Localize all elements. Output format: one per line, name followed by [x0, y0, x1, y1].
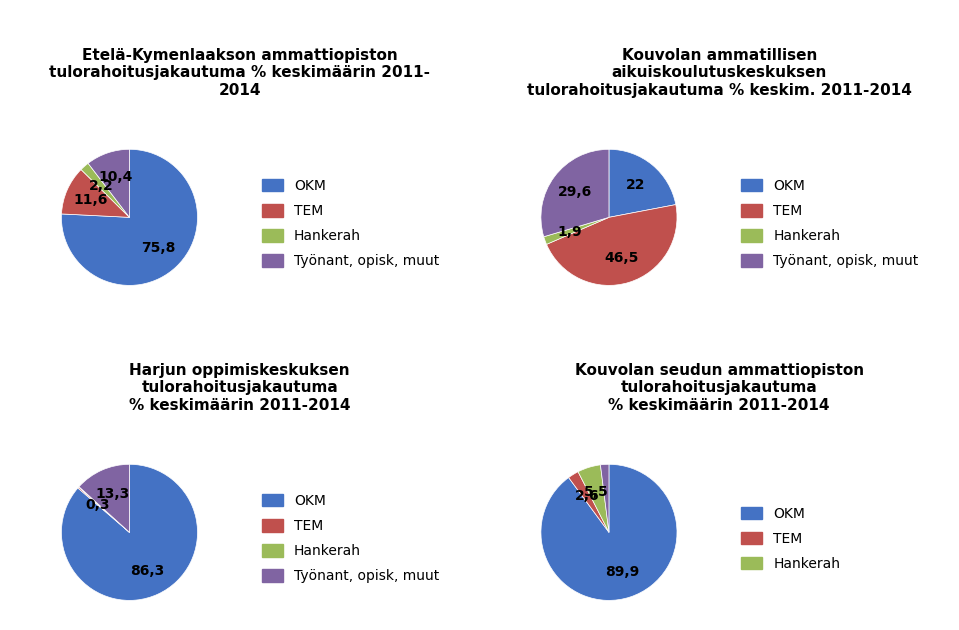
Legend: OKM, TEM, Hankerah, Työnant, opisk, muut: OKM, TEM, Hankerah, Työnant, opisk, muut: [256, 173, 445, 274]
Text: 11,6: 11,6: [74, 193, 108, 207]
Text: 89,9: 89,9: [605, 566, 640, 580]
Text: 22: 22: [626, 178, 645, 192]
Text: 5,5: 5,5: [584, 485, 609, 499]
Wedge shape: [79, 464, 129, 532]
Wedge shape: [578, 465, 609, 532]
Text: 1,9: 1,9: [557, 225, 581, 239]
Text: 29,6: 29,6: [558, 185, 593, 199]
Wedge shape: [88, 149, 129, 217]
Legend: OKM, TEM, Hankerah: OKM, TEM, Hankerah: [736, 501, 846, 576]
Text: 2,2: 2,2: [89, 179, 114, 193]
Text: 0,3: 0,3: [85, 498, 110, 512]
Wedge shape: [79, 487, 129, 532]
Text: 13,3: 13,3: [95, 487, 129, 501]
Text: Kouvolan seudun ammattiopiston
tulorahoitusjakautuma
% keskimäärin 2011-2014: Kouvolan seudun ammattiopiston tulorahoi…: [574, 363, 864, 413]
Text: Kouvolan ammatillisen
aikuiskoulutuskeskuksen
tulorahoitusjakautuma % keskim. 20: Kouvolan ammatillisen aikuiskoulutuskesk…: [526, 48, 912, 98]
Wedge shape: [61, 169, 129, 217]
Text: 2,6: 2,6: [574, 490, 599, 503]
Text: 86,3: 86,3: [129, 564, 164, 578]
Wedge shape: [541, 149, 609, 237]
Text: Etelä-Kymenlaakson ammattiopiston
tulorahoitusjakautuma % keskimäärin 2011-
2014: Etelä-Kymenlaakson ammattiopiston tulora…: [49, 48, 431, 98]
Wedge shape: [82, 163, 129, 217]
Wedge shape: [78, 487, 129, 532]
Text: 75,8: 75,8: [141, 241, 175, 255]
Text: 46,5: 46,5: [604, 251, 639, 265]
Legend: OKM, TEM, Hankerah, Työnant, opisk, muut: OKM, TEM, Hankerah, Työnant, opisk, muut: [736, 173, 924, 274]
Wedge shape: [569, 472, 609, 532]
Wedge shape: [541, 464, 677, 600]
Wedge shape: [544, 217, 609, 244]
Legend: OKM, TEM, Hankerah, Työnant, opisk, muut: OKM, TEM, Hankerah, Työnant, opisk, muut: [256, 488, 445, 589]
Wedge shape: [61, 464, 198, 600]
Wedge shape: [609, 149, 676, 217]
Wedge shape: [547, 205, 677, 285]
Wedge shape: [600, 464, 609, 532]
Text: 10,4: 10,4: [99, 170, 133, 185]
Wedge shape: [61, 149, 198, 285]
Text: Harjun oppimiskeskuksen
tulorahoitusjakautuma
% keskimäärin 2011-2014: Harjun oppimiskeskuksen tulorahoitusjaka…: [129, 363, 350, 413]
